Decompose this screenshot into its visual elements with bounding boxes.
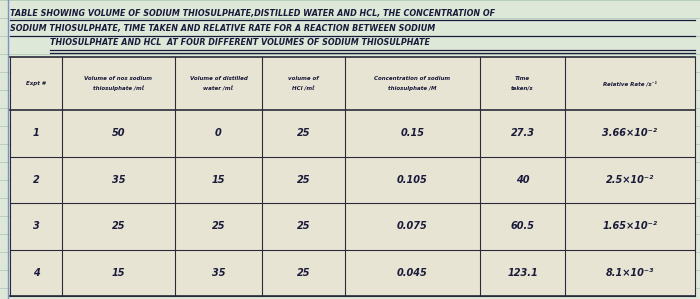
Text: 50: 50 <box>112 128 125 138</box>
Text: Time: Time <box>515 76 530 81</box>
Text: 1.65×10⁻²: 1.65×10⁻² <box>603 221 657 231</box>
Text: 25: 25 <box>112 221 125 231</box>
Text: 0.15: 0.15 <box>400 128 424 138</box>
Text: 60.5: 60.5 <box>510 221 535 231</box>
Text: 123.1: 123.1 <box>507 268 538 278</box>
Text: 35: 35 <box>112 175 125 185</box>
Text: SODIUM THIOSULPHATE, TIME TAKEN AND RELATIVE RATE FOR A REACTION BETWEEN SODIUM: SODIUM THIOSULPHATE, TIME TAKEN AND RELA… <box>10 24 435 33</box>
Text: 0.045: 0.045 <box>397 268 428 278</box>
Text: TABLE SHOWING VOLUME OF SODIUM THIOSULPHATE,DISTILLED WATER AND HCL, THE CONCENT: TABLE SHOWING VOLUME OF SODIUM THIOSULPH… <box>10 9 495 18</box>
Text: 2: 2 <box>33 175 39 185</box>
Text: 25: 25 <box>297 268 310 278</box>
Text: water /mℓ: water /mℓ <box>204 86 234 91</box>
Text: 1: 1 <box>33 128 39 138</box>
Bar <box>10 57 695 296</box>
Text: 25: 25 <box>211 221 225 231</box>
Text: 0: 0 <box>215 128 222 138</box>
Text: thiosulphate /mℓ: thiosulphate /mℓ <box>93 86 144 91</box>
Text: 0.105: 0.105 <box>397 175 428 185</box>
Text: Concentration of sodium: Concentration of sodium <box>374 76 451 81</box>
Text: 3.66×10⁻²: 3.66×10⁻² <box>603 128 657 138</box>
Text: 8.1×10⁻³: 8.1×10⁻³ <box>606 268 654 278</box>
Text: 15: 15 <box>112 268 125 278</box>
Text: 40: 40 <box>516 175 529 185</box>
Text: 4: 4 <box>33 268 39 278</box>
Text: Relative Rate /s⁻¹: Relative Rate /s⁻¹ <box>603 81 657 86</box>
Text: 3: 3 <box>33 221 39 231</box>
Text: Volume of nos sodium: Volume of nos sodium <box>85 76 153 81</box>
Text: HCl /mℓ: HCl /mℓ <box>292 86 315 91</box>
Text: 0.075: 0.075 <box>397 221 428 231</box>
Text: Expt #: Expt # <box>26 81 46 86</box>
Text: 15: 15 <box>211 175 225 185</box>
Text: 25: 25 <box>297 175 310 185</box>
Text: Volume of distilled: Volume of distilled <box>190 76 247 81</box>
Text: 27.3: 27.3 <box>510 128 535 138</box>
Text: 25: 25 <box>297 128 310 138</box>
Text: THIOSULPHATE AND HCL  AT FOUR DIFFERENT VOLUMES OF SODIUM THIOSULPHATE: THIOSULPHATE AND HCL AT FOUR DIFFERENT V… <box>50 38 430 47</box>
Text: thiosulphate /M: thiosulphate /M <box>389 86 437 91</box>
Text: 2.5×10⁻²: 2.5×10⁻² <box>606 175 654 185</box>
Text: 35: 35 <box>211 268 225 278</box>
Text: volume of: volume of <box>288 76 318 81</box>
Text: 25: 25 <box>297 221 310 231</box>
Text: taken/s: taken/s <box>511 86 534 91</box>
